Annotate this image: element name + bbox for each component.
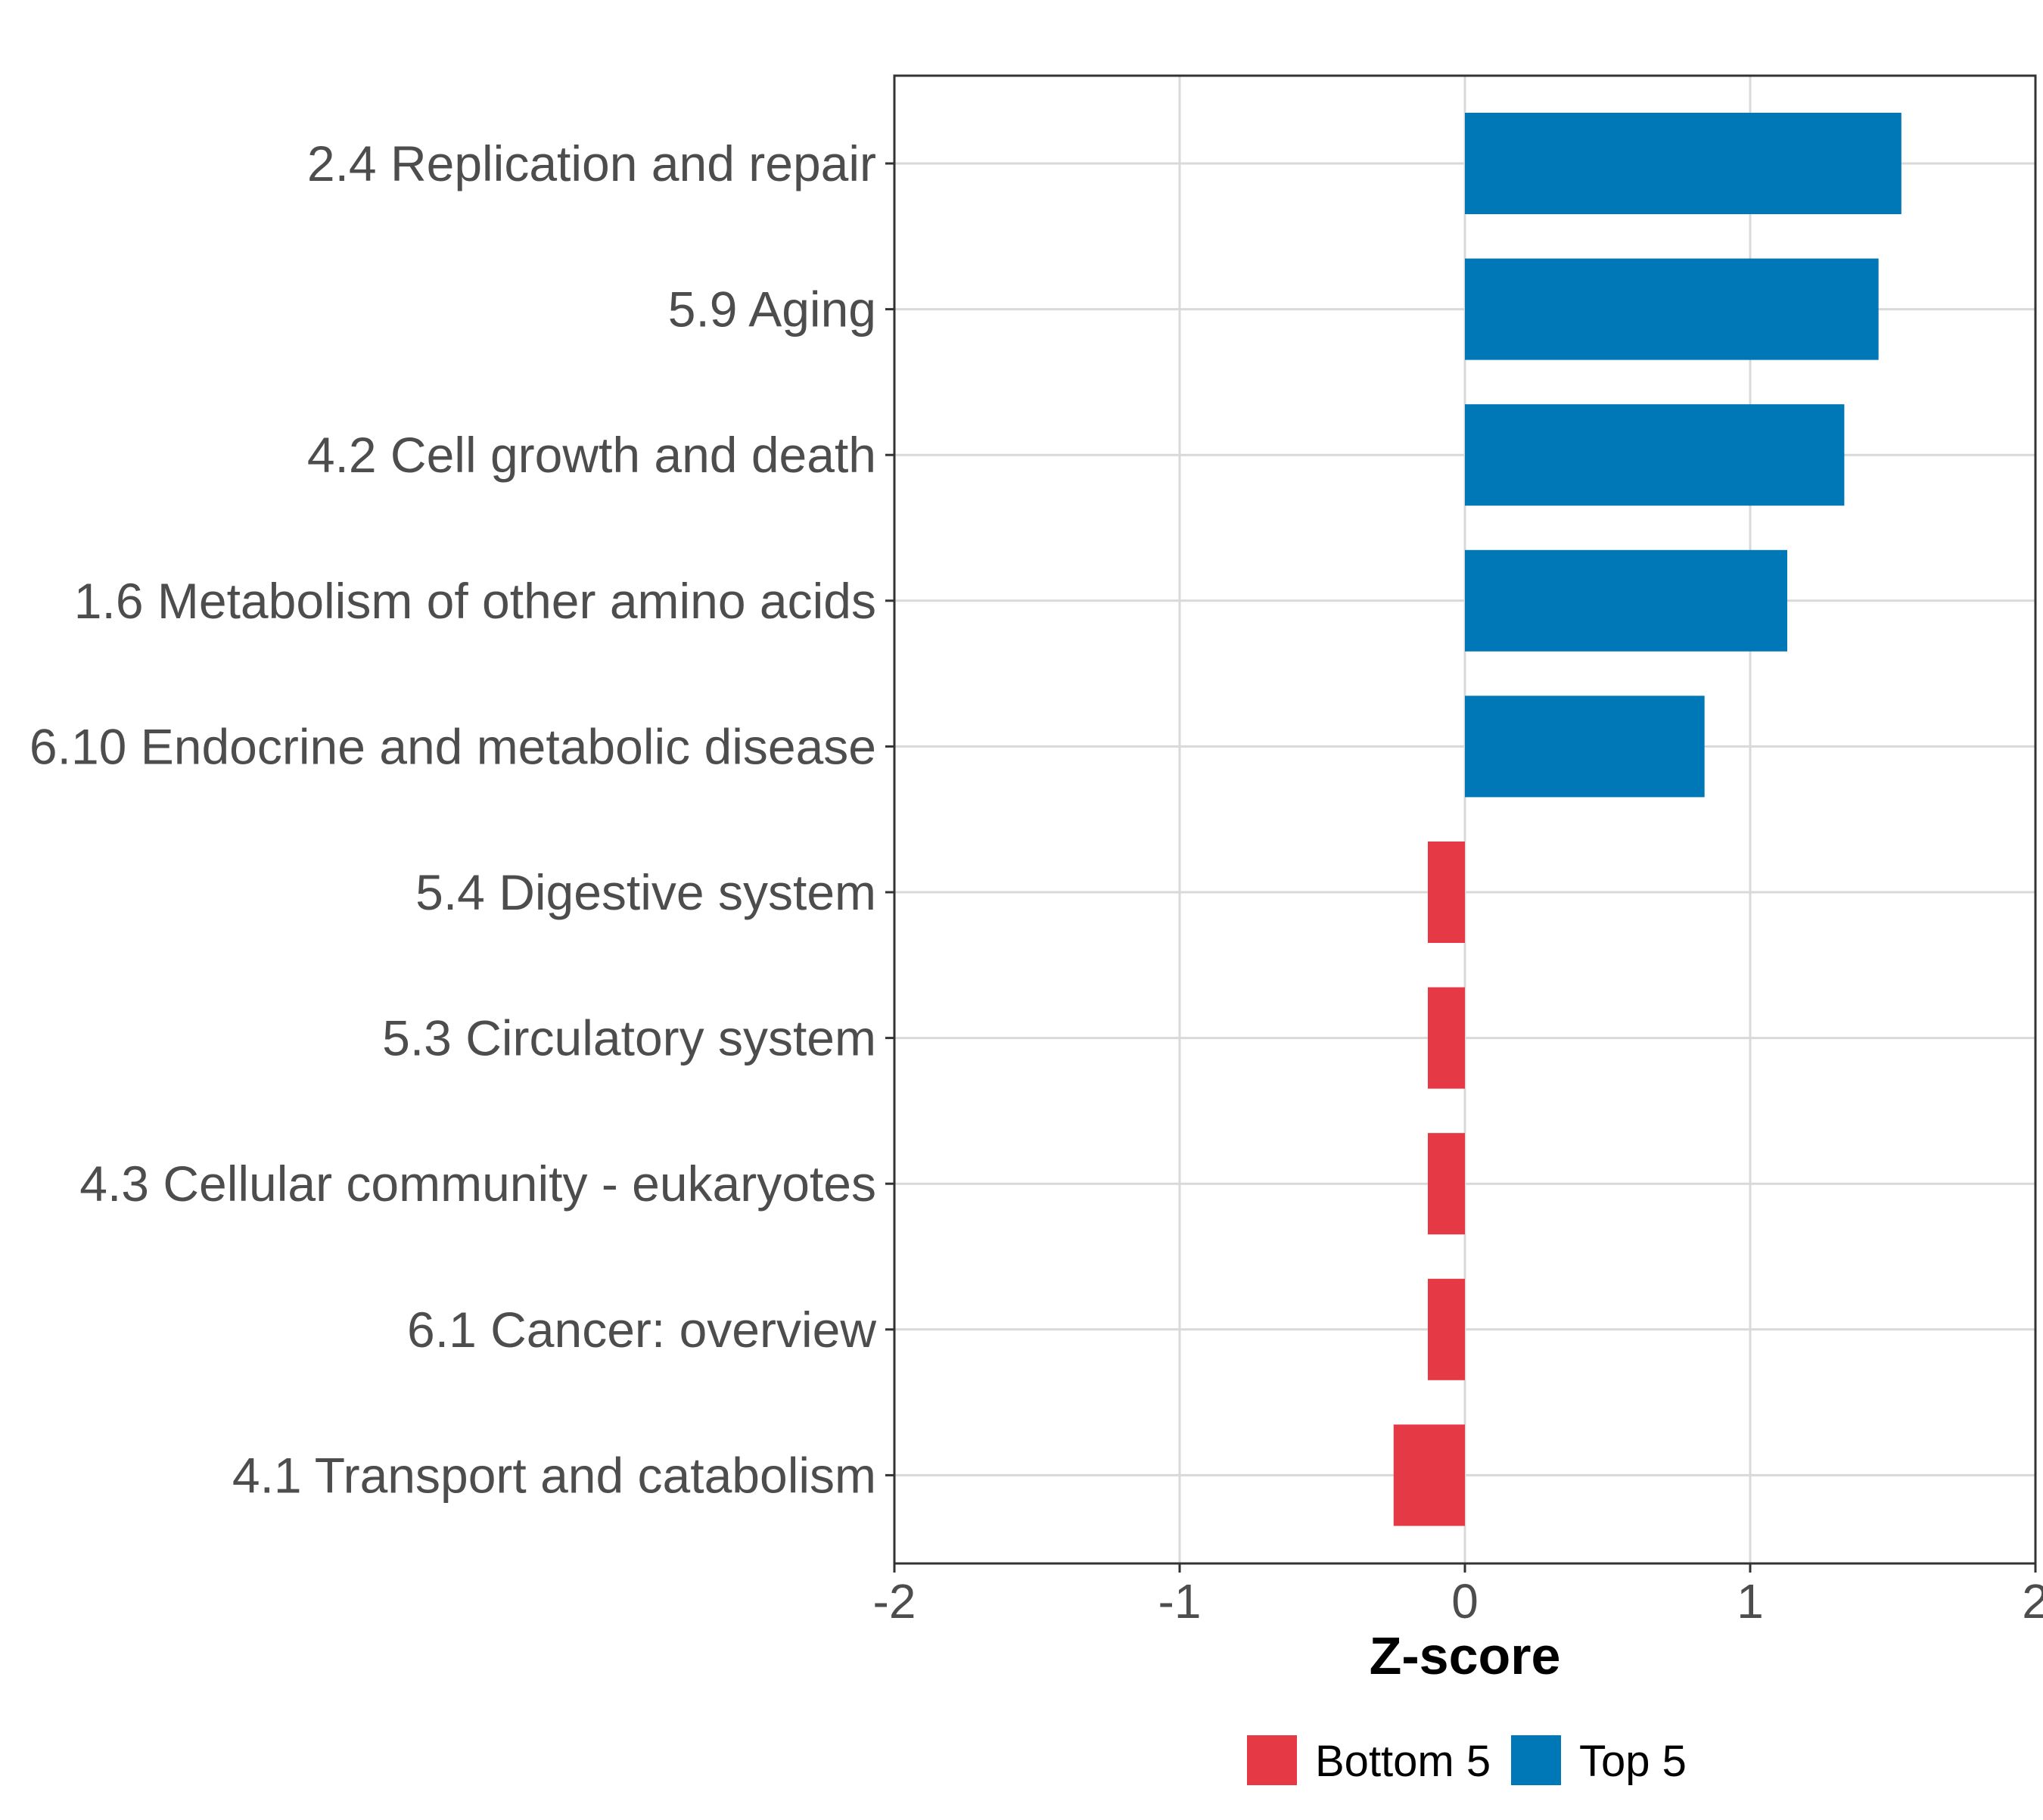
y-tick-label: 5.3 Circulatory system	[382, 1010, 876, 1066]
bar-6	[1427, 842, 1465, 943]
bar-8	[1427, 1133, 1465, 1235]
x-tick-label: 2	[2022, 1574, 2043, 1629]
legend-label: Bottom 5	[1315, 1737, 1491, 1786]
bar-layer	[1393, 113, 1902, 1526]
legend-swatch	[1511, 1735, 1561, 1785]
legend-label: Top 5	[1579, 1737, 1687, 1786]
bar-1	[1465, 113, 1902, 214]
y-tick-label: 5.4 Digestive system	[415, 864, 876, 920]
y-tick-label: 4.1 Transport and catabolism	[232, 1447, 876, 1503]
x-tick-label: 0	[1451, 1574, 1479, 1629]
y-tick-label: 4.3 Cellular community - eukaryotes	[79, 1156, 876, 1212]
bar-9	[1427, 1278, 1465, 1380]
x-axis-title: Z-score	[1370, 1626, 1561, 1685]
axis-layer: 2.4 Replication and repair 5.9 Aging 4.2 C…	[30, 135, 2043, 1629]
x-tick-label: -1	[1158, 1574, 1202, 1629]
y-tick-label: 1.6 Metabolism of other amino acids	[74, 573, 876, 629]
y-tick-label: 6.10 Endocrine and metabolic disease	[30, 718, 876, 774]
bar-10	[1393, 1424, 1465, 1526]
x-tick-label: 1	[1737, 1574, 1764, 1629]
legend: Bottom 5 Top 5	[1247, 1735, 1687, 1786]
bar-2	[1465, 258, 1879, 360]
bar-7	[1427, 987, 1465, 1089]
y-tick-label: 6.1 Cancer: overview	[407, 1302, 876, 1358]
bar-3	[1465, 404, 1845, 506]
legend-swatch	[1247, 1735, 1297, 1785]
y-tick-label: 2.4 Replication and repair	[307, 135, 876, 191]
y-tick-label: 5.9 Aging	[668, 282, 876, 338]
y-tick-label: 4.2 Cell growth and death	[307, 427, 876, 483]
bar-4	[1465, 549, 1788, 652]
x-tick-label: -2	[873, 1574, 916, 1629]
bar-5	[1465, 695, 1705, 798]
